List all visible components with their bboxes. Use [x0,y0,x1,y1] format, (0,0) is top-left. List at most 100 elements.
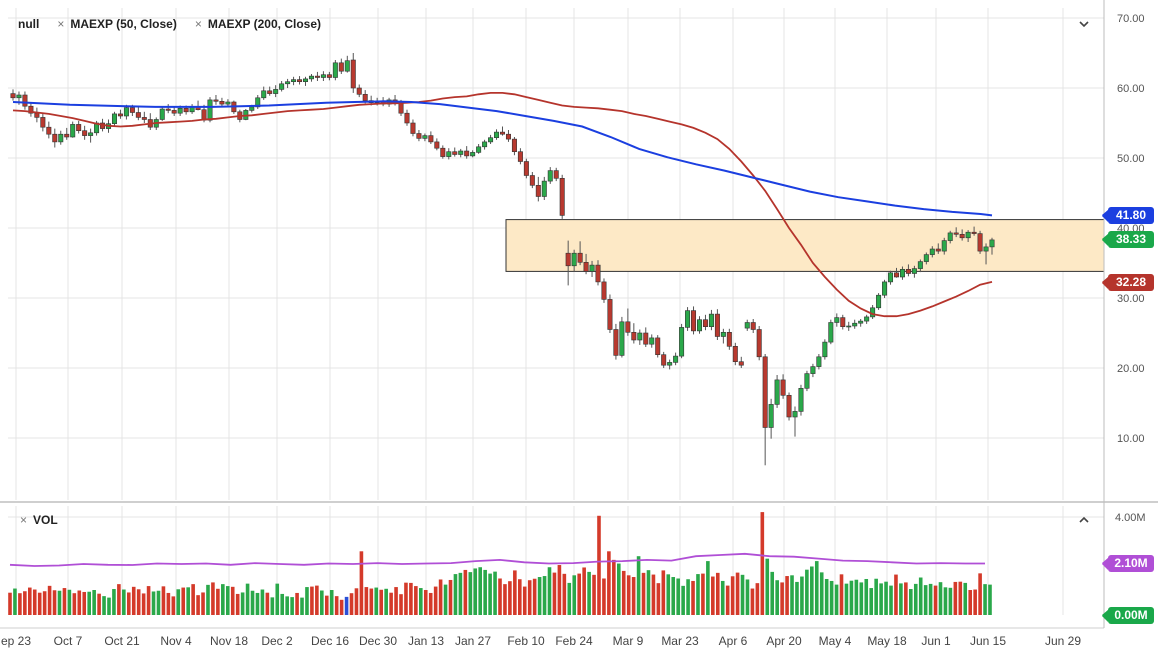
candle-body [52,133,58,143]
volume-bar [537,577,542,615]
volume-bar [829,580,834,615]
close-icon[interactable]: × [194,17,202,31]
volume-bar [661,570,666,615]
volume-axis-tick: 4.00M [1115,512,1146,524]
candle-body [655,337,661,355]
volume-bar [810,566,814,615]
x-axis-tick: Jun 29 [1045,634,1081,648]
candle-body [517,151,523,162]
volume-bar [859,582,864,615]
x-axis-tick: Mar 9 [613,634,644,648]
candle-body [213,99,219,102]
volume-bar [562,573,567,615]
volume-bar [517,579,522,615]
volume-bar [527,580,532,615]
volume-bar [968,590,973,615]
volume-bar [775,580,779,615]
volume-bar [8,592,12,615]
candle-body [476,146,482,153]
price-axis-tick: 10.00 [1117,433,1145,445]
candle-body [458,150,464,155]
price-axis-tick: 30.00 [1117,293,1145,305]
chevron-down-icon[interactable] [1076,18,1092,34]
candle-body [798,387,804,412]
candle-body [965,231,971,239]
volume-bar [681,585,685,615]
volume-bar [498,578,502,615]
volume-bar [715,572,720,615]
volume-bar [414,586,418,615]
volume-bar [374,587,379,615]
candle-body [708,313,714,328]
candle-body [362,94,368,101]
volume-bar [869,588,874,615]
volume-bar [290,597,294,615]
volume-bar [839,574,844,615]
candle-body [338,62,344,72]
volume-bar [879,583,883,615]
tag-pointer [1102,558,1108,569]
volume-bar [587,571,591,615]
volume-bar [245,583,250,615]
close-icon[interactable]: × [20,513,28,527]
volume-bar [686,579,690,615]
volume-bar [463,569,468,615]
close-icon[interactable]: × [57,17,65,31]
volume-bar [27,587,32,615]
volume-bar [409,582,413,615]
candle-body [738,361,744,366]
candle-body [535,185,541,197]
candle-body [255,97,261,108]
legend-ma50[interactable]: × MAEXP (50, Close) [57,17,177,31]
legend-symbol[interactable]: null [18,17,39,31]
candle-body [947,232,953,241]
volume-bar [770,571,775,615]
volume-bar [641,572,646,615]
volume-bar [458,572,463,615]
candle-body [726,331,732,347]
candle-body [870,307,876,318]
candle-body [714,313,720,337]
volume-bar [72,593,77,615]
candle-body [619,321,625,356]
volume-bar [473,568,478,615]
grid-lines [0,8,1158,629]
volume-bar [211,582,215,615]
volume-bar [592,574,596,615]
candle-body [291,79,297,82]
volume-bar [928,583,933,615]
candle-body [88,132,94,136]
volume-bar [631,577,636,615]
volume-bar [953,581,958,615]
candle-body [171,110,177,114]
volume-bar [339,599,344,615]
candle-body [135,112,141,118]
volume-bar [344,596,349,615]
volume-bar [963,582,968,615]
volume-bar [433,586,438,615]
volume-bar [582,567,586,615]
candle-body [822,341,828,358]
volume-legend: × VOL [20,513,58,527]
candle-body [541,180,547,197]
legend-ma200[interactable]: × MAEXP (200, Close) [195,17,321,31]
candle-body [649,337,655,345]
price-tag: 41.80 [1102,206,1154,224]
volume-bar [943,587,948,615]
candle-body [792,411,798,418]
volume-bar [572,575,577,615]
volume-bar [166,592,171,615]
candle-body [577,252,583,263]
candle-body [571,252,577,267]
volume-bar [725,585,730,615]
volume-bar [295,592,299,615]
candle-body [34,112,40,118]
volume-bar [508,581,512,615]
volume-bar [819,572,824,615]
volume-bar [47,585,52,615]
candle-body [834,317,840,323]
candle-body [141,117,147,120]
volume-bar [57,590,62,615]
chevron-up-icon[interactable] [1076,514,1092,530]
volume-bar [191,584,195,615]
